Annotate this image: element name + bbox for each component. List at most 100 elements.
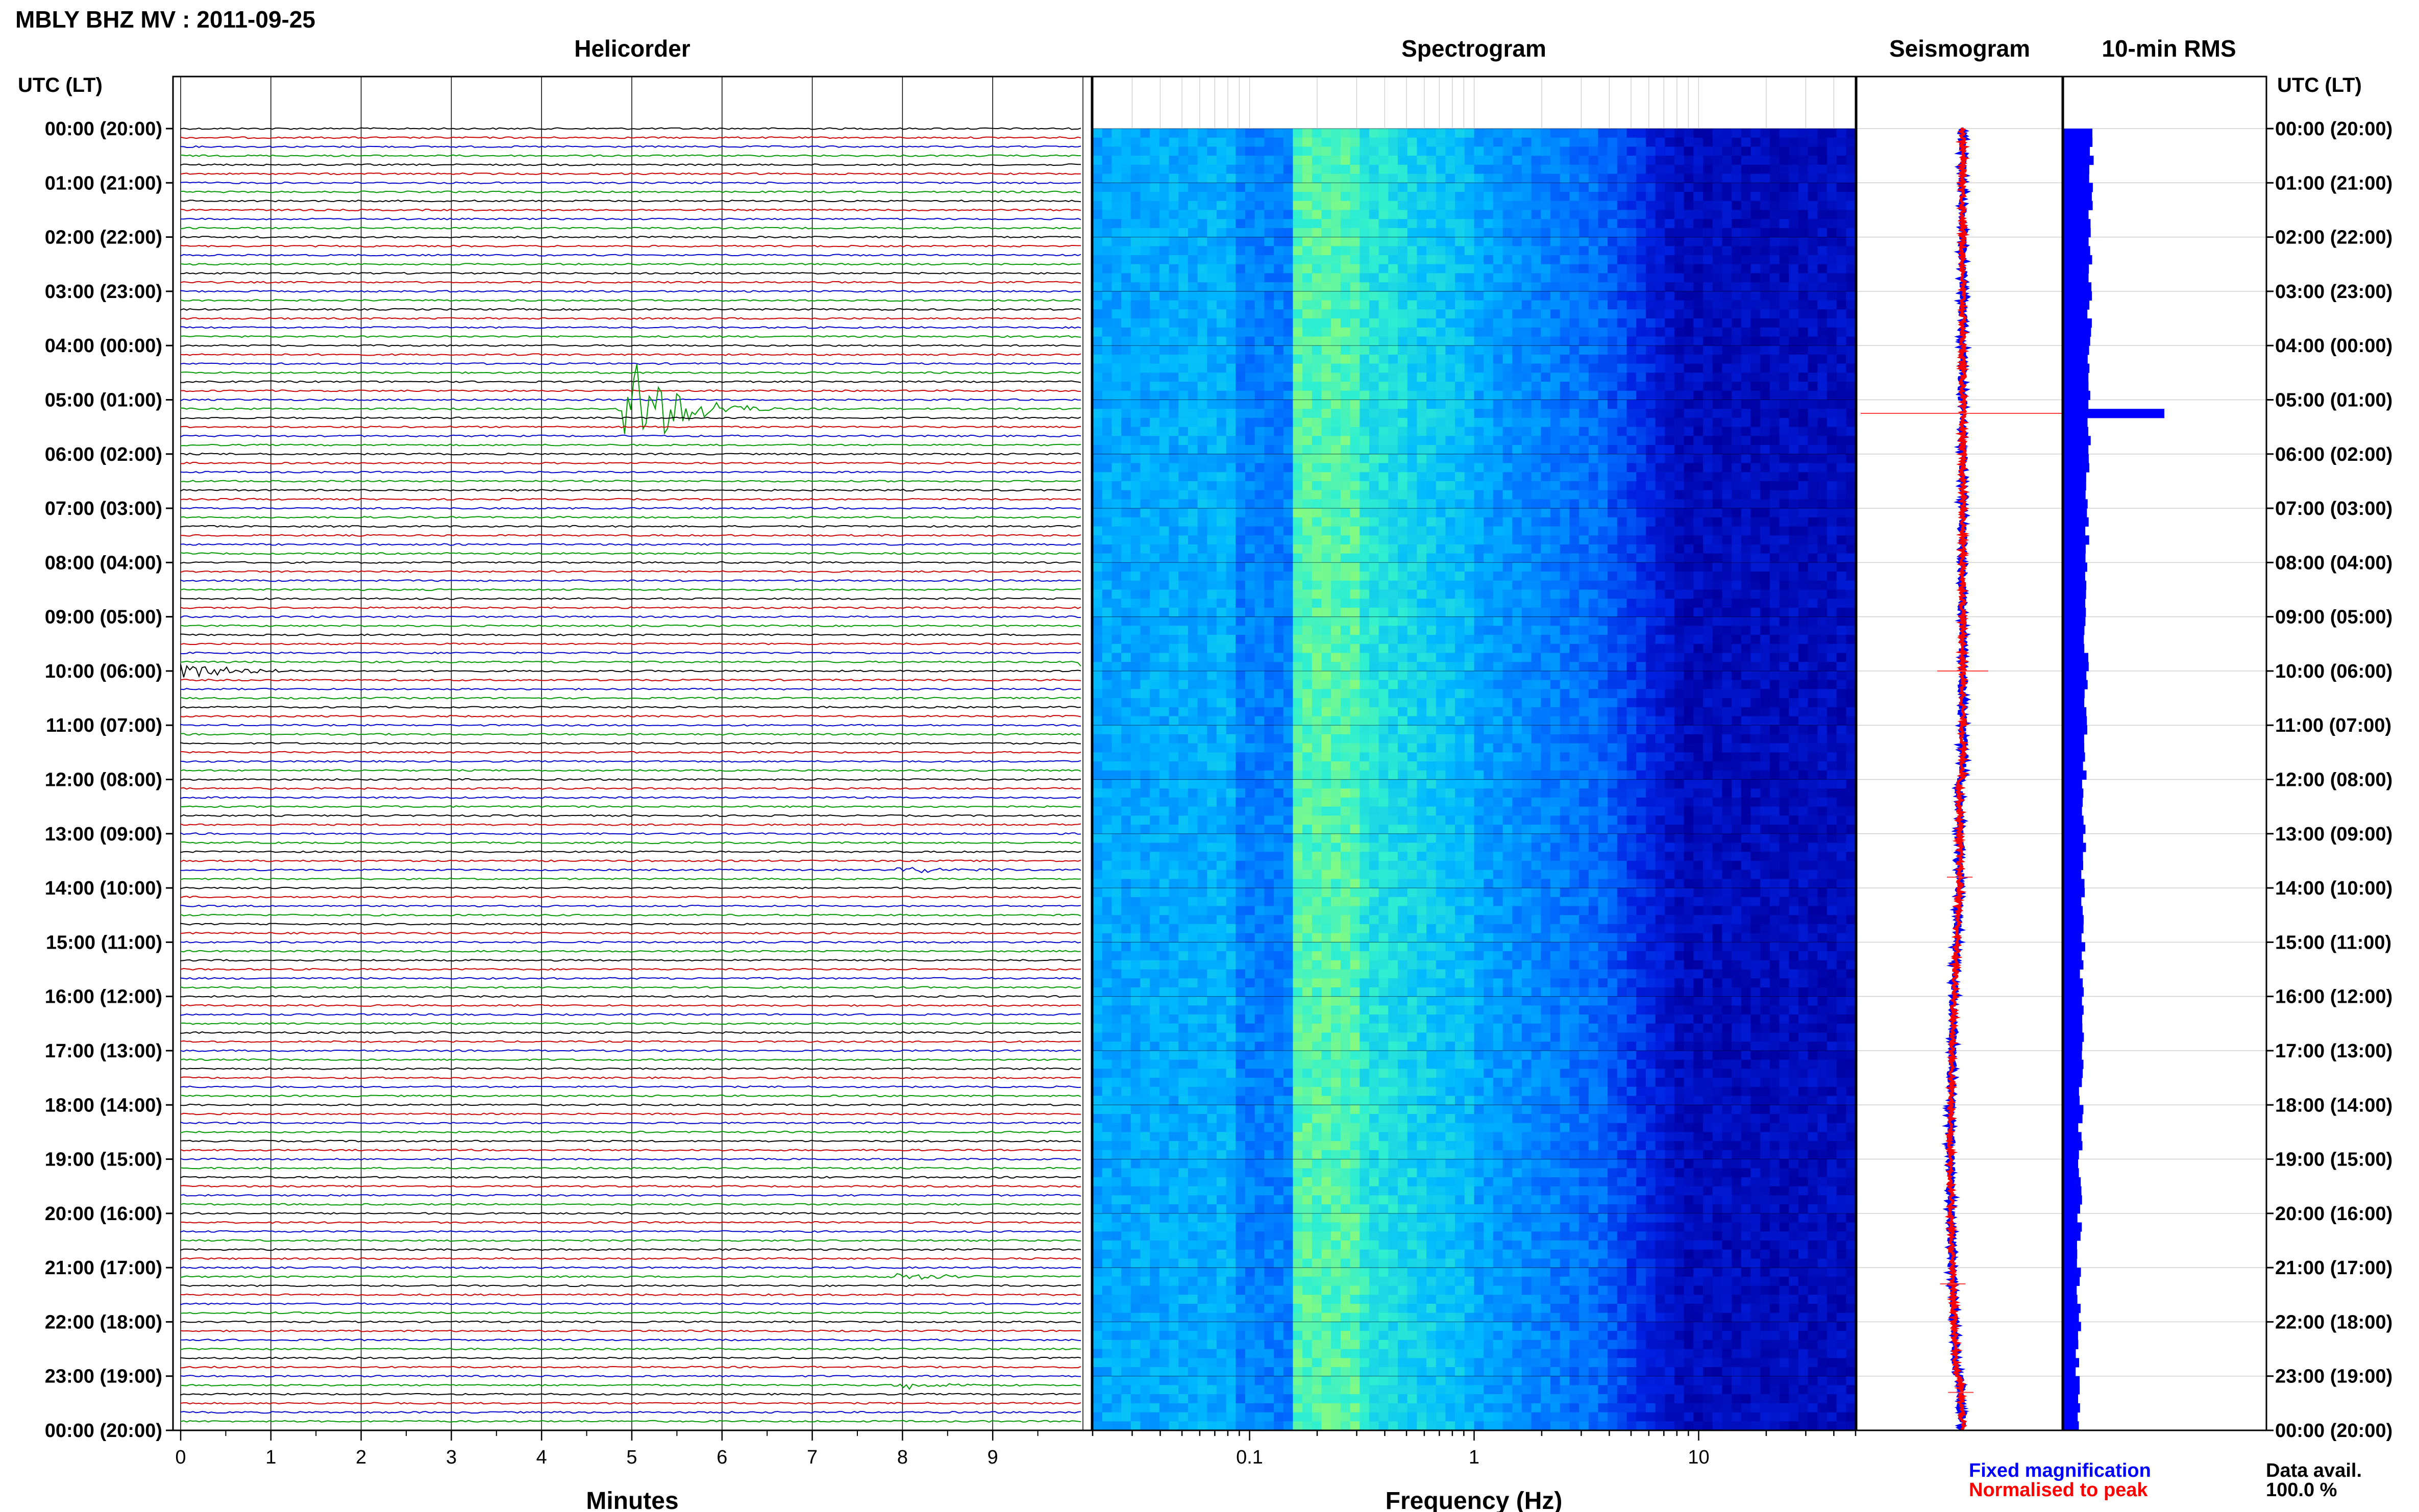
spectrogram-cell bbox=[1741, 454, 1751, 464]
spectrogram-cell bbox=[1398, 526, 1408, 536]
spectrogram-cell bbox=[1712, 544, 1722, 554]
spectrogram-cell bbox=[1741, 508, 1751, 518]
spectrogram-cell bbox=[1617, 390, 1627, 400]
spectrogram-cell bbox=[1645, 599, 1656, 608]
spectrogram-cell bbox=[1645, 237, 1656, 246]
spectrogram-cell bbox=[1684, 535, 1694, 545]
spectrogram-cell bbox=[1121, 417, 1131, 428]
spectrogram-cell bbox=[1464, 228, 1475, 238]
spectrogram-cell bbox=[1521, 129, 1532, 138]
spectrogram-cell bbox=[1531, 553, 1541, 563]
spectrogram-cell bbox=[1436, 643, 1446, 654]
spectrogram-cell bbox=[1245, 454, 1255, 464]
spectrogram-cell bbox=[1197, 599, 1207, 608]
spectrogram-cell bbox=[1150, 318, 1160, 328]
spectrogram-cell bbox=[1331, 572, 1341, 581]
spectrogram-cell bbox=[1159, 282, 1170, 292]
spectrogram-cell bbox=[1608, 219, 1618, 229]
spectrogram-cell bbox=[1426, 653, 1437, 662]
spectrogram-cell bbox=[1093, 309, 1103, 319]
spectrogram-cell bbox=[1750, 463, 1761, 473]
spectrogram-cell bbox=[1436, 490, 1446, 500]
spectrogram-cell bbox=[1197, 345, 1207, 355]
spectrogram-cell bbox=[1112, 345, 1122, 355]
spectrogram-cell bbox=[1197, 572, 1207, 581]
spectrogram-cell bbox=[1207, 201, 1217, 210]
spectrogram-cell bbox=[1112, 156, 1122, 165]
spectrogram-cell bbox=[1703, 535, 1713, 545]
spectrogram-cell bbox=[1178, 237, 1189, 246]
spectrogram-cell bbox=[1407, 662, 1417, 672]
spectrogram-cell bbox=[1789, 481, 1799, 491]
spectrogram-cell bbox=[1169, 589, 1179, 599]
spectrogram-cell bbox=[1826, 210, 1837, 219]
spectrogram-cell bbox=[1140, 336, 1150, 346]
spectrogram-cell bbox=[1693, 164, 1704, 175]
spectrogram-cell bbox=[1360, 454, 1370, 464]
spectrogram-cell bbox=[1236, 146, 1246, 156]
spectrogram-cell bbox=[1216, 201, 1227, 210]
spectrogram-cell bbox=[1302, 436, 1313, 445]
spectrogram-cell bbox=[1722, 400, 1732, 409]
spectrogram-cell bbox=[1808, 146, 1818, 156]
spectrogram-cell bbox=[1121, 363, 1131, 373]
spectrogram-cell bbox=[1493, 653, 1503, 662]
spectrogram-cell bbox=[1645, 156, 1656, 165]
spectrogram-cell bbox=[1502, 580, 1513, 590]
spectrogram-cell bbox=[1779, 237, 1789, 246]
spectrogram-cell bbox=[1398, 273, 1408, 283]
spectrogram-cell bbox=[1436, 129, 1446, 138]
spectrogram-cell bbox=[1264, 643, 1274, 654]
spectrogram-cell bbox=[1645, 517, 1656, 527]
spectrogram-cell bbox=[1321, 472, 1331, 482]
spectrogram-cell bbox=[1121, 626, 1131, 635]
spectrogram-cell bbox=[1254, 255, 1265, 265]
spectrogram-cell bbox=[1569, 192, 1579, 202]
spectrogram-cell bbox=[1684, 309, 1694, 319]
spectrogram-cell bbox=[1645, 662, 1656, 672]
spectrogram-cell bbox=[1779, 680, 1789, 689]
spectrogram-cell bbox=[1722, 616, 1732, 626]
spectrogram-cell bbox=[1102, 662, 1112, 672]
spectrogram-cell bbox=[1588, 327, 1599, 337]
spectrogram-cell bbox=[1541, 336, 1551, 346]
spectrogram-cell bbox=[1216, 490, 1227, 500]
spectrogram-cell bbox=[1293, 526, 1303, 536]
spectrogram-cell bbox=[1741, 255, 1751, 265]
spectrogram-cell bbox=[1741, 635, 1751, 645]
spectrogram-cell bbox=[1283, 535, 1294, 545]
spectrogram-cell bbox=[1302, 400, 1313, 409]
spectrogram-cell bbox=[1674, 607, 1685, 617]
spectrogram-cell bbox=[1750, 517, 1761, 527]
spectrogram-cell bbox=[1283, 336, 1294, 346]
spectrogram-cell bbox=[1150, 653, 1160, 662]
spectrogram-cell bbox=[1484, 653, 1494, 662]
spectrogram-cell bbox=[1798, 616, 1809, 626]
spectrogram-cell bbox=[1569, 390, 1579, 400]
spectrogram-cell bbox=[1331, 445, 1341, 455]
spectrogram-cell bbox=[1293, 553, 1303, 563]
spectrogram-cell bbox=[1684, 589, 1694, 599]
spectrogram-cell bbox=[1350, 616, 1360, 626]
spectrogram-cell bbox=[1608, 436, 1618, 445]
spectrogram-cell bbox=[1312, 517, 1322, 527]
spectrogram-cell bbox=[1169, 653, 1179, 662]
spectrogram-cell bbox=[1130, 689, 1141, 699]
spectrogram-cell bbox=[1779, 291, 1789, 301]
spectrogram-cell bbox=[1626, 572, 1637, 581]
spectrogram-cell bbox=[1598, 291, 1608, 301]
spectrogram-cell bbox=[1312, 635, 1322, 645]
spectrogram-cell bbox=[1369, 454, 1379, 464]
spectrogram-cell bbox=[1226, 472, 1236, 482]
spectrogram-cell bbox=[1417, 192, 1427, 202]
spectrogram-cell bbox=[1550, 680, 1561, 689]
spectrogram-cell bbox=[1302, 183, 1313, 192]
spectrogram-cell bbox=[1417, 680, 1427, 689]
spectrogram-cell bbox=[1159, 354, 1170, 364]
spectrogram-cell bbox=[1674, 137, 1685, 147]
spectrogram-cell bbox=[1645, 653, 1656, 662]
spectrogram-cell bbox=[1502, 156, 1513, 165]
spectrogram-cell bbox=[1493, 219, 1503, 229]
spectrogram-cell bbox=[1417, 472, 1427, 482]
spectrogram-cell bbox=[1178, 616, 1189, 626]
